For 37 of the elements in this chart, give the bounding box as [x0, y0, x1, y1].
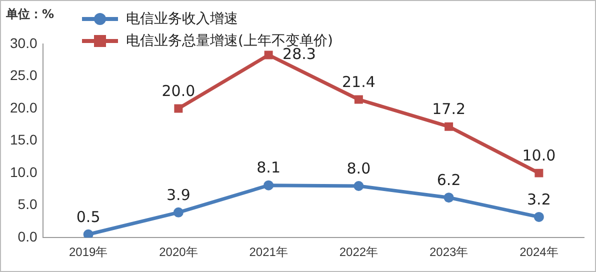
data-label: 3.9	[166, 186, 190, 204]
x-tick-label: 2021年	[249, 245, 288, 260]
data-label: 6.2	[436, 170, 461, 189]
y-tick-label: 20.0	[10, 99, 38, 116]
data-label: 0.5	[76, 208, 100, 226]
y-tick-label: 15.0	[10, 132, 38, 148]
point	[354, 180, 364, 191]
y-tick-label: 0.0	[18, 228, 38, 244]
data-label: 8.0	[346, 159, 371, 178]
point	[534, 168, 544, 178]
y-tick-label: 5.0	[18, 196, 38, 212]
point	[83, 229, 94, 238]
point	[264, 50, 273, 60]
data-label: 17.2	[432, 100, 466, 118]
point	[354, 95, 363, 104]
x-tick-label: 2022年	[339, 245, 378, 260]
point	[444, 192, 454, 203]
data-label: 20.0	[162, 82, 196, 100]
y-tick-label: 30.0	[10, 34, 38, 51]
point	[174, 104, 183, 113]
y-axis-title: 单位：%	[6, 6, 54, 23]
x-tick-label: 2020年	[159, 245, 198, 260]
legend-label: 电信业务总量增速(上年不变单价)	[126, 32, 333, 49]
point	[534, 212, 544, 222]
point	[264, 180, 274, 190]
legend-label: 电信业务收入增速	[126, 10, 238, 28]
x-tick-label: 2024年	[520, 245, 558, 260]
y-tick-label: 25.0	[10, 67, 38, 84]
point	[173, 207, 184, 218]
y-tick-label: 10.0	[10, 164, 38, 180]
data-label: 21.4	[342, 72, 376, 91]
data-label: 3.2	[527, 190, 551, 208]
data-label: 8.1	[256, 158, 280, 177]
data-label: 10.0	[522, 146, 556, 164]
x-tick-label: 2019年	[68, 245, 108, 260]
x-tick-label: 2023年	[429, 245, 468, 260]
point	[444, 122, 454, 131]
